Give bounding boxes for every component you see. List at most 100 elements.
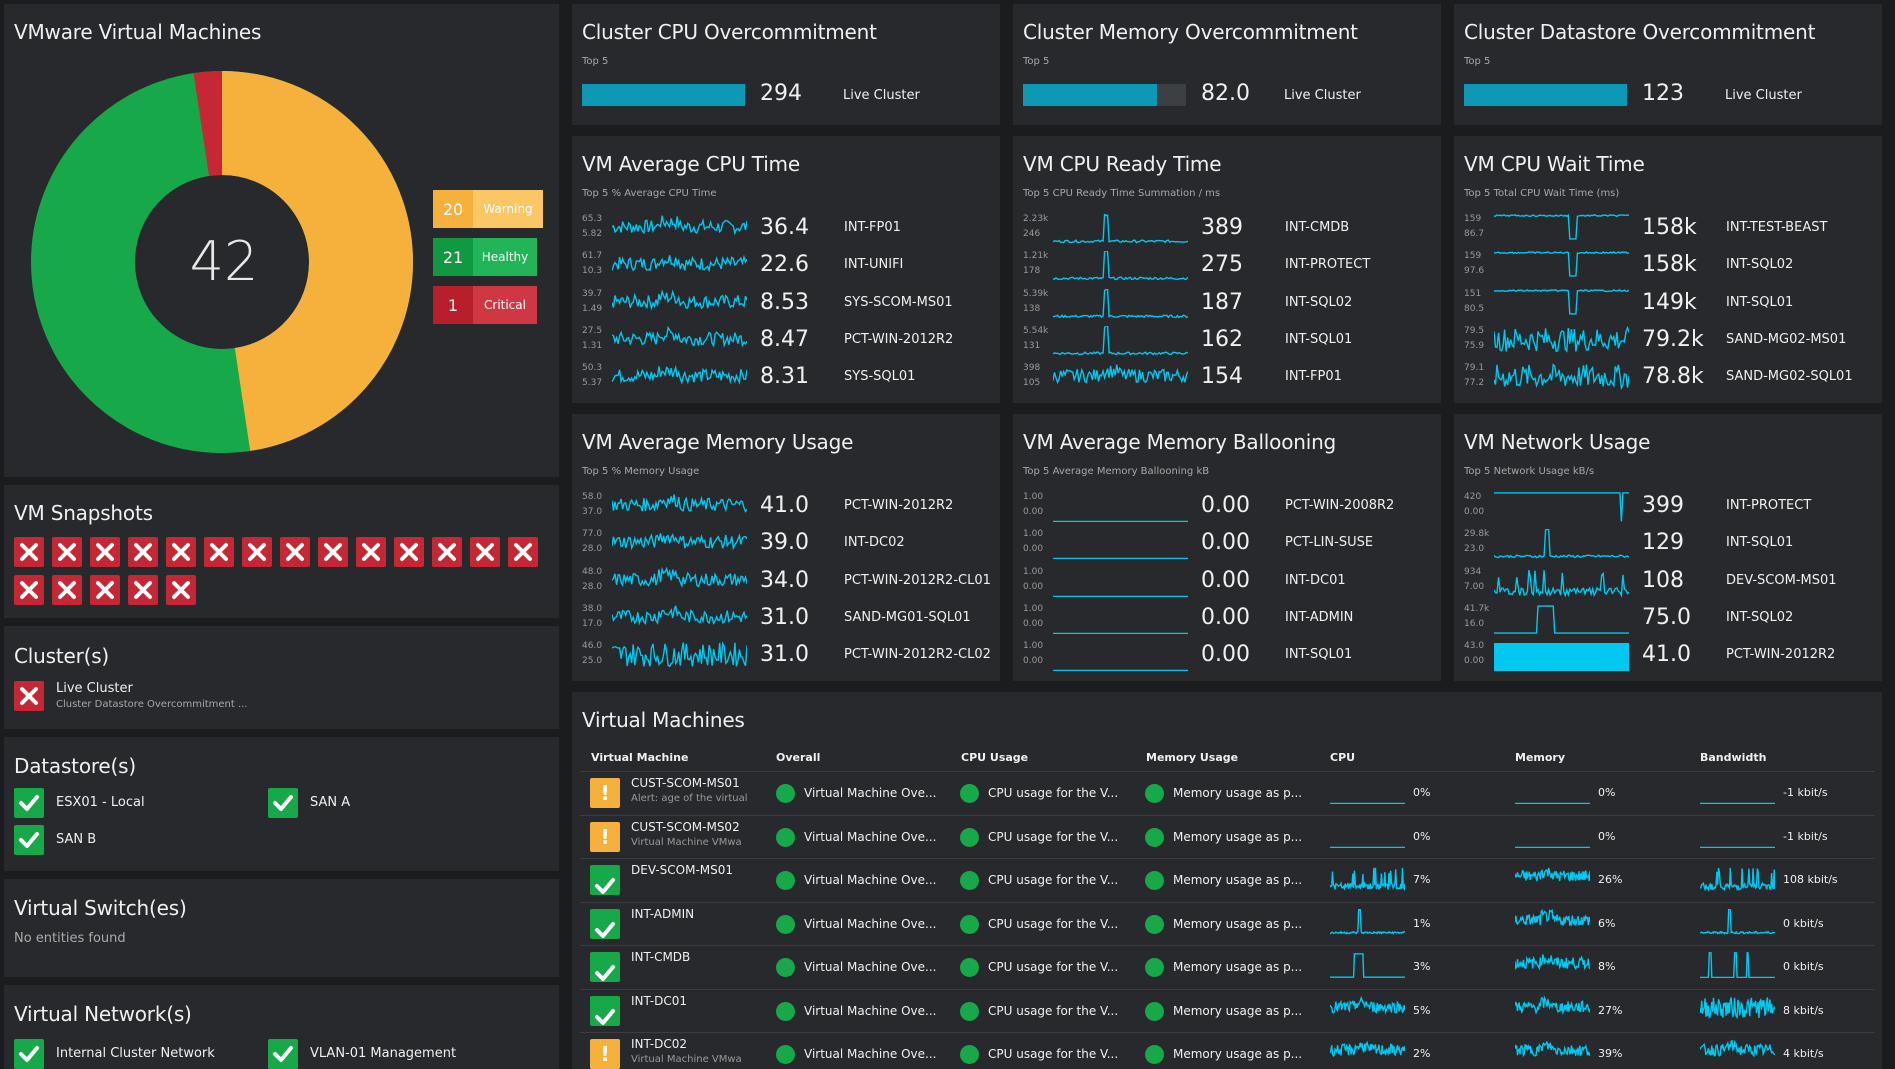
row-entity-name[interactable]: DEV-SCOM-MS01 [1726, 572, 1837, 588]
vm-avg-memory-usage-tile[interactable]: VM Average Memory Usage Top 5 % Memory Us… [572, 414, 1000, 681]
row-entity-name[interactable]: SYS-SQL01 [844, 369, 916, 385]
sparkline-row[interactable]: 79.5 75.9 79.2k SAND-MG02-MS01 [1454, 324, 1882, 361]
snapshot-critical-icon[interactable] [14, 575, 44, 605]
table-row[interactable]: INT-ADMIN Virtual Machine Ove... CPU usage… [580, 901, 1875, 945]
overcommit-entity[interactable]: Live Cluster [1725, 88, 1802, 103]
snapshot-critical-icon[interactable] [128, 537, 158, 567]
overall-health[interactable]: Virtual Machine Ove... [804, 916, 937, 931]
overall-health[interactable]: Virtual Machine Ove... [804, 1047, 937, 1061]
datastore-esx01[interactable]: ESX01 - Local [56, 795, 145, 810]
snapshot-critical-icon[interactable] [432, 537, 462, 567]
vm-health-tile[interactable]: VMware Virtual Machines 42 20 Warning 21… [4, 4, 559, 477]
vm-avg-cpu-time-tile[interactable]: VM Average CPU Time Top 5 % Average CPU T… [572, 136, 1000, 403]
row-entity-name[interactable]: INT-SQL02 [1726, 609, 1794, 625]
sparkline-row[interactable]: 5.54k 131 162 INT-SQL01 [1013, 324, 1441, 361]
row-entity-name[interactable]: INT-TEST-BEAST [1726, 220, 1828, 235]
table-row[interactable]: ! INT-DC02 Virtual Machine VMwa Virtual Mac… [580, 1032, 1875, 1069]
row-entity-name[interactable]: INT-UNIFI [844, 257, 904, 273]
snapshot-critical-icon[interactable] [14, 537, 44, 567]
overcommit-entity[interactable]: Live Cluster [843, 88, 920, 103]
vm-name[interactable]: INT-DC02 [631, 1037, 687, 1051]
cluster-datastore-overcommit-tile[interactable]: Cluster Datastore Overcommitment Top 5 1… [1454, 4, 1882, 125]
snapshot-critical-icon[interactable] [242, 537, 272, 567]
cpu-usage-health[interactable]: CPU usage for the V... [988, 873, 1119, 887]
sparkline-row[interactable]: 398 105 154 INT-FP01 [1013, 361, 1441, 398]
row-entity-name[interactable]: SAND-MG02-MS01 [1726, 331, 1847, 347]
sparkline-row[interactable]: 5.39k 138 187 INT-SQL02 [1013, 287, 1441, 324]
row-entity-name[interactable]: SAND-MG02-SQL01 [1726, 369, 1853, 385]
row-entity-name[interactable]: INT-SQL01 [1285, 647, 1353, 663]
row-entity-name[interactable]: INT-PROTECT [1285, 257, 1371, 273]
sparkline-row[interactable]: 420 0.00 399 INT-PROTECT [1454, 490, 1882, 527]
memory-usage-health[interactable]: Memory usage as p... [1173, 916, 1303, 931]
row-entity-name[interactable]: INT-SQL02 [1726, 257, 1794, 273]
row-entity-name[interactable]: PCT-WIN-2008R2 [1285, 498, 1395, 513]
legend-healthy[interactable]: 21 Healthy [433, 238, 537, 276]
snapshot-critical-icon[interactable] [318, 537, 348, 567]
sparkline-row[interactable]: 50.3 5.37 8.31 SYS-SQL01 [572, 361, 1000, 398]
sparkline-row[interactable]: 29.8k 23.0 129 INT-SQL01 [1454, 527, 1882, 564]
vswitches-tile[interactable]: Virtual Switch(es) No entities found [4, 879, 559, 977]
legend-critical[interactable]: 1 Critical [433, 286, 537, 324]
legend-warning[interactable]: 20 Warning [433, 190, 543, 228]
snapshot-critical-icon[interactable] [52, 575, 82, 605]
cpu-usage-health[interactable]: CPU usage for the V... [988, 829, 1119, 844]
memory-usage-health[interactable]: Memory usage as p... [1173, 1047, 1303, 1061]
table-row[interactable]: ! CUST-SCOM-MS02 Virtual Machine VMwa Virtu… [580, 814, 1875, 858]
cpu-usage-health[interactable]: CPU usage for the V... [988, 1003, 1119, 1018]
memory-usage-health[interactable]: Memory usage as p... [1173, 960, 1303, 974]
vnetwork-vlan01[interactable]: VLAN-01 Management [310, 1046, 457, 1061]
snapshot-critical-icon[interactable] [52, 537, 82, 567]
col-header-overall[interactable]: Overall [776, 751, 821, 764]
row-entity-name[interactable]: INT-FP01 [1285, 369, 1342, 385]
vm-cpu-wait-time-tile[interactable]: VM CPU Wait Time Top 5 Total CPU Wait Tim… [1454, 136, 1882, 403]
memory-usage-health[interactable]: Memory usage as p... [1173, 873, 1303, 887]
cpu-usage-health[interactable]: CPU usage for the V... [988, 960, 1119, 974]
vm-name[interactable]: INT-DC01 [631, 993, 687, 1008]
sparkline-row[interactable]: 1.00 0.00 0.00 PCT-LIN-SUSE [1013, 527, 1441, 564]
row-entity-name[interactable]: INT-SQL02 [1285, 294, 1353, 310]
snapshot-critical-icon[interactable] [470, 537, 500, 567]
vm-cpu-ready-time-tile[interactable]: VM CPU Ready Time Top 5 CPU Ready Time Su… [1013, 136, 1441, 403]
overall-health[interactable]: Virtual Machine Ove... [804, 786, 937, 800]
row-entity-name[interactable]: INT-CMDB [1285, 220, 1350, 235]
sparkline-row[interactable]: 159 97.6 158k INT-SQL02 [1454, 249, 1882, 286]
sparkline-row[interactable]: 1.00 0.00 0.00 INT-SQL01 [1013, 639, 1441, 676]
cluster-name[interactable]: Live Cluster [56, 681, 133, 696]
overcommit-entity[interactable]: Live Cluster [1284, 88, 1361, 103]
snapshot-critical-icon[interactable] [394, 537, 424, 567]
sparkline-row[interactable]: 2.23k 246 389 INT-CMDB [1013, 212, 1441, 249]
sparkline-row[interactable]: 79.1 77.2 78.8k SAND-MG02-SQL01 [1454, 361, 1882, 398]
cpu-usage-health[interactable]: CPU usage for the V... [988, 916, 1119, 931]
vm-snapshots-tile[interactable]: VM Snapshots [4, 485, 559, 618]
col-header-cpu[interactable]: CPU [1330, 751, 1356, 764]
vm-name[interactable]: INT-ADMIN [631, 906, 695, 921]
sparkline-row[interactable]: 1.00 0.00 0.00 PCT-WIN-2008R2 [1013, 490, 1441, 527]
row-entity-name[interactable]: SAND-MG01-SQL01 [844, 609, 971, 625]
cpu-usage-health[interactable]: CPU usage for the V... [988, 786, 1119, 800]
datastore-san-b[interactable]: SAN B [56, 832, 97, 847]
vm-network-usage-tile[interactable]: VM Network Usage Top 5 Network Usage kB/s… [1454, 414, 1882, 681]
overall-health[interactable]: Virtual Machine Ove... [804, 960, 937, 974]
snapshot-critical-icon[interactable] [128, 575, 158, 605]
overall-health[interactable]: Virtual Machine Ove... [804, 1003, 937, 1018]
snapshot-critical-icon[interactable] [280, 537, 310, 567]
sparkline-row[interactable]: 65.3 5.82 36.4 INT-FP01 [572, 212, 1000, 249]
sparkline-row[interactable]: 48.0 28.0 34.0 PCT-WIN-2012R2-CL01 [572, 565, 1000, 602]
sparkline-row[interactable]: 38.0 17.0 31.0 SAND-MG01-SQL01 [572, 602, 1000, 639]
col-header-memory-usage[interactable]: Memory Usage [1146, 751, 1239, 764]
memory-usage-health[interactable]: Memory usage as p... [1173, 1003, 1303, 1018]
vm-health-donut[interactable] [22, 62, 422, 462]
sparkline-row[interactable]: 151 80.5 149k INT-SQL01 [1454, 287, 1882, 324]
row-entity-name[interactable]: PCT-WIN-2012R2 [1726, 647, 1836, 663]
cluster-critical-icon[interactable] [14, 681, 44, 711]
sparkline-row[interactable]: 39.7 1.49 8.53 SYS-SCOM-MS01 [572, 287, 1000, 324]
row-entity-name[interactable]: INT-DC02 [844, 535, 905, 551]
row-entity-name[interactable]: INT-FP01 [844, 220, 901, 235]
row-entity-name[interactable]: PCT-WIN-2012R2-CL02 [844, 647, 991, 663]
row-entity-name[interactable]: INT-SQL01 [1285, 331, 1353, 347]
vm-name[interactable]: CUST-SCOM-MS02 [631, 819, 740, 834]
vm-name[interactable]: CUST-SCOM-MS01 [631, 776, 740, 790]
sparkline-row[interactable]: 46.0 25.0 31.0 PCT-WIN-2012R2-CL02 [572, 639, 1000, 676]
snapshot-critical-icon[interactable] [356, 537, 386, 567]
